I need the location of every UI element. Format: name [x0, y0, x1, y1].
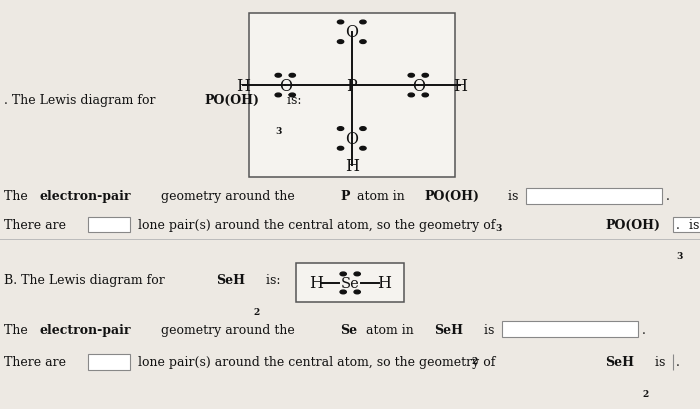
Text: P: P: [346, 77, 357, 94]
Text: atom in: atom in: [363, 323, 418, 336]
Text: P: P: [340, 190, 350, 203]
Text: lone pair(s) around the central atom, so the geometry of: lone pair(s) around the central atom, so…: [134, 218, 499, 231]
Circle shape: [422, 74, 428, 78]
Circle shape: [422, 94, 428, 98]
Text: O: O: [345, 24, 358, 41]
Text: There are: There are: [4, 355, 66, 369]
Text: Se: Se: [340, 323, 358, 336]
FancyBboxPatch shape: [296, 264, 405, 303]
Text: 3: 3: [496, 223, 502, 232]
Text: is:: is:: [284, 94, 302, 107]
Text: O: O: [345, 130, 358, 148]
Circle shape: [360, 128, 366, 131]
Text: H: H: [454, 77, 468, 94]
Text: is:: is:: [262, 274, 280, 287]
Text: PO(OH): PO(OH): [606, 218, 660, 231]
Text: .: .: [642, 323, 645, 336]
Circle shape: [354, 290, 360, 294]
Text: H: H: [309, 275, 323, 292]
Text: .: .: [666, 190, 670, 203]
Text: lone pair(s) around the central atom, so the geometry of: lone pair(s) around the central atom, so…: [134, 355, 499, 369]
Text: 3: 3: [275, 127, 281, 136]
Circle shape: [275, 94, 281, 98]
Circle shape: [337, 21, 344, 25]
FancyBboxPatch shape: [526, 188, 662, 204]
Text: 2: 2: [253, 307, 260, 316]
Text: The: The: [4, 323, 32, 336]
Circle shape: [340, 290, 346, 294]
Circle shape: [289, 74, 295, 78]
Text: is: is: [504, 190, 518, 203]
Circle shape: [360, 41, 366, 45]
Text: O: O: [412, 77, 425, 94]
Text: .: .: [676, 218, 680, 231]
Text: H: H: [377, 275, 391, 292]
FancyBboxPatch shape: [248, 14, 455, 178]
FancyBboxPatch shape: [88, 354, 130, 370]
Text: is: is: [480, 323, 494, 336]
Text: is: is: [685, 218, 699, 231]
Circle shape: [275, 74, 281, 78]
Circle shape: [354, 272, 360, 276]
Text: geometry around the: geometry around the: [158, 323, 299, 336]
Text: H: H: [236, 77, 251, 94]
Text: There are: There are: [4, 218, 66, 231]
FancyBboxPatch shape: [88, 217, 130, 233]
Text: geometry around the: geometry around the: [158, 190, 299, 203]
Text: PO(OH): PO(OH): [424, 190, 480, 203]
Circle shape: [340, 272, 346, 276]
Text: SeH: SeH: [606, 355, 634, 369]
Text: atom in: atom in: [353, 190, 408, 203]
Text: Se: Se: [341, 276, 360, 290]
Circle shape: [337, 128, 344, 131]
Text: PO(OH): PO(OH): [204, 94, 259, 107]
Text: is: is: [651, 355, 665, 369]
Text: electron‑pair: electron‑pair: [39, 323, 131, 336]
Text: 2: 2: [643, 389, 649, 398]
Circle shape: [360, 21, 366, 25]
Text: .: .: [676, 355, 680, 369]
Text: . The Lewis diagram for: . The Lewis diagram for: [4, 94, 159, 107]
Text: O: O: [279, 77, 292, 94]
Text: 3: 3: [676, 252, 682, 261]
Circle shape: [337, 41, 344, 45]
Text: SeH: SeH: [216, 274, 245, 287]
Circle shape: [289, 94, 295, 98]
Circle shape: [408, 74, 414, 78]
FancyBboxPatch shape: [673, 217, 700, 233]
Text: H: H: [344, 157, 358, 174]
Circle shape: [360, 147, 366, 151]
Text: 2: 2: [472, 356, 478, 365]
Text: The: The: [4, 190, 32, 203]
FancyBboxPatch shape: [502, 321, 638, 337]
Text: electron‑pair: electron‑pair: [39, 190, 131, 203]
Circle shape: [337, 147, 344, 151]
Text: B. The Lewis diagram for: B. The Lewis diagram for: [4, 274, 168, 287]
Text: SeH: SeH: [434, 323, 463, 336]
Circle shape: [408, 94, 414, 98]
